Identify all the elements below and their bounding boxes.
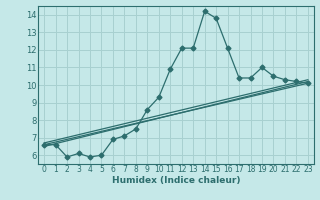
X-axis label: Humidex (Indice chaleur): Humidex (Indice chaleur) xyxy=(112,176,240,185)
